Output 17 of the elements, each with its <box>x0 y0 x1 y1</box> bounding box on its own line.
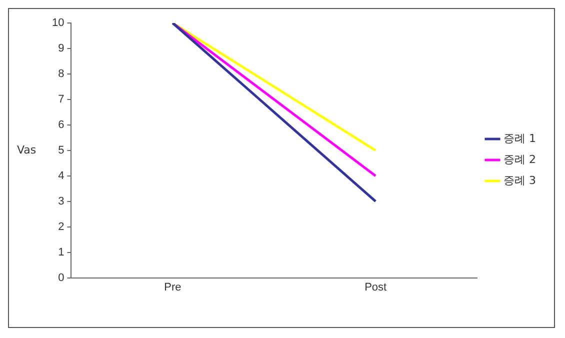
y-tick-label: 8 <box>58 68 64 80</box>
legend-label: 증례 3 <box>504 174 536 187</box>
y-tick-label: 9 <box>58 42 64 55</box>
y-tick-label: 3 <box>58 195 64 208</box>
y-tick-label: 4 <box>58 170 64 182</box>
y-tick-label: 0 <box>58 272 64 284</box>
y-tick-label: 7 <box>58 93 64 106</box>
y-axis-title: Vas <box>17 143 36 156</box>
y-tick-label: 1 <box>58 246 64 258</box>
legend-label: 증례 2 <box>504 152 536 166</box>
y-tick-label: 2 <box>58 220 64 233</box>
x-tick-label: Pre <box>164 281 182 294</box>
legend-label: 증례 1 <box>504 132 536 145</box>
y-tick-label: 10 <box>52 17 64 30</box>
x-tick-label: Post <box>364 281 387 294</box>
y-tick-label: 6 <box>58 118 64 131</box>
y-tick-label: 5 <box>58 144 64 156</box>
